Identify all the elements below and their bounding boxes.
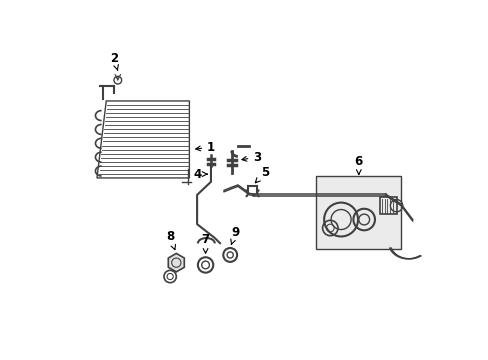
Text: 1: 1 [195, 141, 215, 154]
Text: 6: 6 [354, 155, 362, 174]
Text: 2: 2 [110, 52, 118, 71]
Text: 9: 9 [230, 226, 239, 244]
Text: 8: 8 [166, 230, 175, 249]
Text: 4: 4 [193, 168, 207, 181]
Text: 3: 3 [242, 150, 261, 164]
Text: 5: 5 [255, 166, 269, 183]
Bar [316, 176, 400, 249]
Bar [379, 197, 396, 214]
Text: 7: 7 [201, 233, 209, 253]
